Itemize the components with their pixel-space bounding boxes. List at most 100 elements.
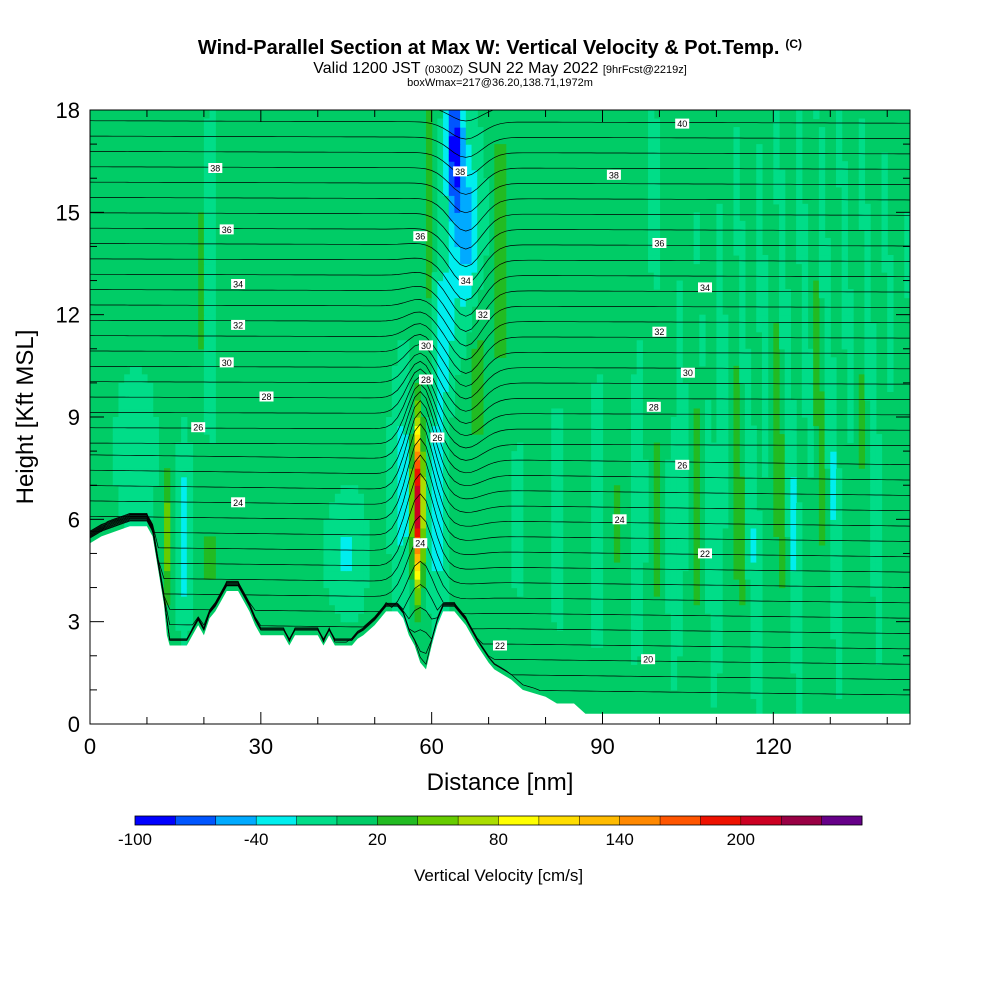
- velocity-cell: [556, 442, 564, 452]
- velocity-cell: [181, 502, 188, 512]
- theta-label-box: [208, 163, 223, 173]
- velocity-cell: [818, 434, 826, 444]
- velocity-cell: [818, 408, 826, 418]
- velocity-cell: [118, 485, 125, 495]
- velocity-cell: [773, 527, 780, 537]
- velocity-cell: [437, 127, 444, 137]
- velocity-cell: [670, 485, 678, 495]
- velocity-cell: [682, 382, 689, 393]
- velocity-cell: [835, 655, 843, 665]
- velocity-cell: [693, 544, 700, 555]
- velocity-cell: [784, 510, 792, 520]
- velocity-cell: [864, 246, 871, 256]
- velocity-cell: [556, 493, 564, 503]
- velocity-cell: [164, 570, 171, 580]
- velocity-cell: [710, 527, 717, 537]
- velocity-cell: [864, 357, 871, 367]
- velocity-cell: [881, 186, 888, 196]
- velocity-cell: [482, 178, 490, 188]
- velocity-cell: [733, 468, 740, 478]
- chart-subtitle: Valid 1200 JST (0300Z) SUN 22 May 2022 […: [0, 60, 1000, 78]
- velocity-cell: [636, 391, 643, 401]
- velocity-cell: [630, 630, 638, 640]
- velocity-cell: [739, 280, 746, 290]
- velocity-cell: [397, 425, 404, 435]
- velocity-cell: [756, 519, 763, 529]
- velocity-cell: [722, 408, 729, 418]
- velocity-cell: [454, 272, 461, 282]
- velocity-cell: [744, 382, 752, 393]
- velocity-cell: [471, 212, 478, 222]
- velocity-cell: [750, 425, 757, 435]
- velocity-cell: [135, 425, 142, 435]
- velocity-cell: [403, 348, 410, 358]
- velocity-cell: [386, 485, 393, 495]
- y-axis-label: Height [Kft MSL]: [12, 330, 39, 505]
- velocity-cell: [175, 493, 182, 503]
- velocity-cell: [722, 502, 729, 512]
- velocity-cell: [790, 519, 797, 529]
- velocity-cell: [135, 434, 142, 444]
- velocity-cell: [710, 630, 717, 640]
- velocity-cell: [129, 374, 137, 384]
- velocity-cell: [340, 510, 347, 520]
- velocity-cell: [642, 553, 649, 563]
- velocity-cell: [186, 621, 194, 631]
- velocity-cell: [340, 519, 347, 529]
- velocity-cell: [779, 314, 786, 324]
- velocity-cell: [448, 374, 456, 384]
- velocity-cell: [784, 323, 792, 333]
- velocity-cell: [334, 604, 342, 614]
- theta-contours: [90, 110, 910, 696]
- velocity-cell: [425, 127, 433, 137]
- velocity-cell: [386, 527, 393, 537]
- velocity-cell: [630, 442, 638, 452]
- velocity-cell: [801, 212, 809, 222]
- velocity-cell: [420, 570, 427, 580]
- velocity-cell: [841, 203, 848, 213]
- velocity-cell: [847, 382, 854, 393]
- velocity-cell: [425, 442, 433, 452]
- velocity-cell: [454, 195, 461, 205]
- velocity-cell: [841, 263, 848, 273]
- velocity-cell: [750, 647, 757, 657]
- theta-label-30: 30: [680, 367, 695, 378]
- velocity-cell: [801, 323, 809, 333]
- velocity-cell: [448, 195, 456, 205]
- velocity-cell: [500, 263, 507, 273]
- velocity-cell: [443, 468, 450, 478]
- velocity-cell: [864, 374, 871, 384]
- theta-contour-line: [90, 120, 910, 140]
- velocity-cell: [790, 553, 797, 563]
- velocity-cell: [847, 340, 854, 350]
- velocity-cell: [642, 527, 649, 537]
- velocity-cell: [164, 544, 171, 555]
- velocity-cell: [203, 399, 211, 410]
- velocity-cell: [551, 553, 558, 563]
- velocity-cell: [591, 613, 598, 623]
- velocity-cell: [591, 408, 598, 418]
- velocity-cell: [551, 442, 558, 452]
- velocity-cell: [471, 118, 478, 128]
- velocity-cell: [477, 237, 484, 248]
- velocity-cell: [431, 314, 438, 324]
- theta-contour-line: [90, 515, 910, 588]
- velocity-cell: [773, 476, 780, 486]
- velocity-cell: [141, 425, 148, 435]
- velocity-cell: [648, 220, 655, 230]
- velocity-cell: [141, 382, 148, 393]
- velocity-cell: [779, 220, 786, 230]
- velocity-cell: [431, 502, 438, 512]
- velocity-cell: [596, 638, 604, 648]
- velocity-cell: [431, 297, 438, 307]
- velocity-cell: [556, 417, 564, 427]
- velocity-cell: [796, 553, 803, 563]
- velocity-cell: [887, 263, 894, 273]
- theta-label-box: [419, 374, 433, 385]
- velocity-cell: [733, 203, 740, 213]
- velocity-cell: [437, 195, 444, 205]
- velocity-cell: [881, 229, 888, 239]
- velocity-cell: [722, 323, 729, 333]
- velocity-cell: [403, 510, 410, 520]
- velocity-cell: [551, 596, 558, 606]
